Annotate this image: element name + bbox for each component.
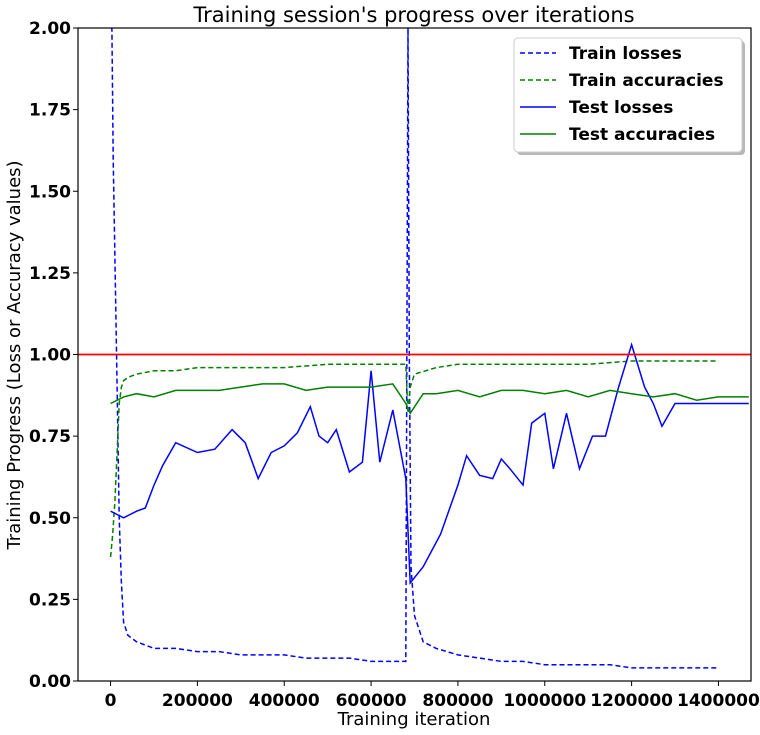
y-tick-label: 0.25 xyxy=(29,590,71,610)
x-tick-label: 1000000 xyxy=(503,691,586,711)
legend-label: Test losses xyxy=(569,98,673,118)
y-tick-label: 1.50 xyxy=(29,182,71,202)
x-tick-label: 1200000 xyxy=(590,691,673,711)
x-axis-label: Training iteration xyxy=(337,709,491,730)
y-tick-label: 0.75 xyxy=(29,427,71,447)
y-tick-label: 2.00 xyxy=(29,19,71,39)
legend-label: Train accuracies xyxy=(569,71,724,91)
y-tick-label: 0.00 xyxy=(29,672,71,692)
y-tick-label: 1.25 xyxy=(29,264,71,284)
x-tick-label: 0 xyxy=(105,691,117,711)
legend-label: Test accuracies xyxy=(569,125,715,145)
legend-label: Train losses xyxy=(569,44,682,64)
series-line-train-accuracies xyxy=(109,360,719,557)
y-tick-label: 1.00 xyxy=(29,346,71,366)
axes: 0 200000 400000 600000 800000 1000000 1200000 1… xyxy=(29,19,760,711)
plot-area xyxy=(78,28,751,669)
x-tick-label: 200000 xyxy=(162,691,233,711)
x-tick-label: 600000 xyxy=(336,691,407,711)
series-line-test-losses xyxy=(110,342,749,586)
series-line-test-accuracies xyxy=(110,383,749,415)
legend: Train losses Train accuracies Test losses T… xyxy=(513,37,745,155)
x-tick-label: 1400000 xyxy=(677,691,760,711)
y-tick-label: 1.75 xyxy=(29,101,71,121)
x-tick-label: 400000 xyxy=(249,691,320,711)
x-tick-label: 800000 xyxy=(422,691,493,711)
legend-box xyxy=(513,37,743,153)
y-axis-label: Training Progress (Loss or Accuracy valu… xyxy=(4,160,25,550)
chart-title: Training session's progress over iterati… xyxy=(192,3,634,27)
y-tick-label: 0.50 xyxy=(29,509,71,529)
series-line-train-losses xyxy=(110,28,719,669)
